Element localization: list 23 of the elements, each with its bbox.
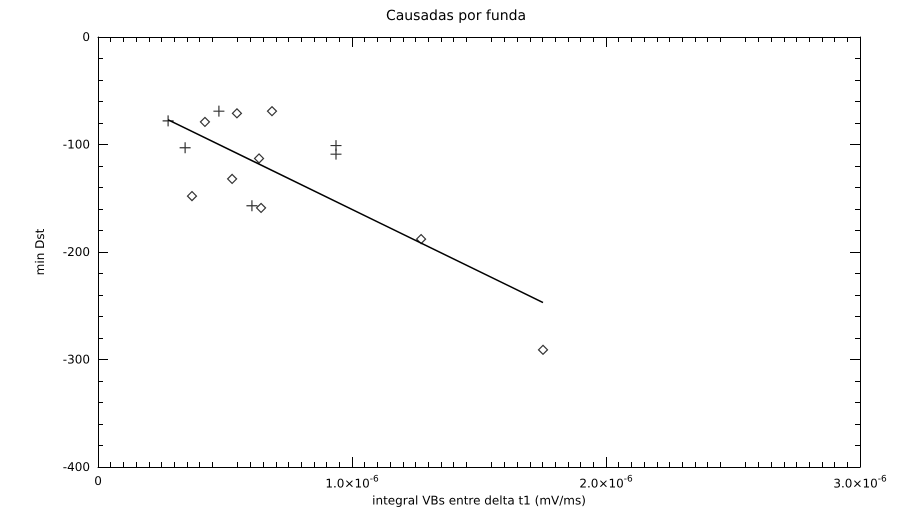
x-tick-label: 0 xyxy=(94,474,102,488)
point xyxy=(538,344,548,355)
point xyxy=(246,200,258,212)
point xyxy=(254,153,264,164)
point xyxy=(200,116,210,128)
x-axis-title: integral VBs entre delta t1 (mV/ms) xyxy=(372,493,586,508)
point xyxy=(232,108,242,118)
y-tick-label: -300 xyxy=(62,352,90,366)
chart-title: Causadas por funda xyxy=(386,8,526,24)
point xyxy=(186,191,198,202)
point xyxy=(330,148,342,160)
point xyxy=(212,105,226,118)
point xyxy=(162,114,174,127)
point xyxy=(416,234,426,244)
point xyxy=(266,106,278,116)
y-tick-label: 0 xyxy=(82,30,90,44)
y-tick-label: -200 xyxy=(62,245,90,259)
y-axis-title: min Dst xyxy=(33,228,47,276)
y-tick-label: -400 xyxy=(62,460,90,474)
point xyxy=(256,202,266,214)
point xyxy=(227,174,238,184)
y-tick-label: -100 xyxy=(62,138,90,152)
point xyxy=(179,142,192,154)
